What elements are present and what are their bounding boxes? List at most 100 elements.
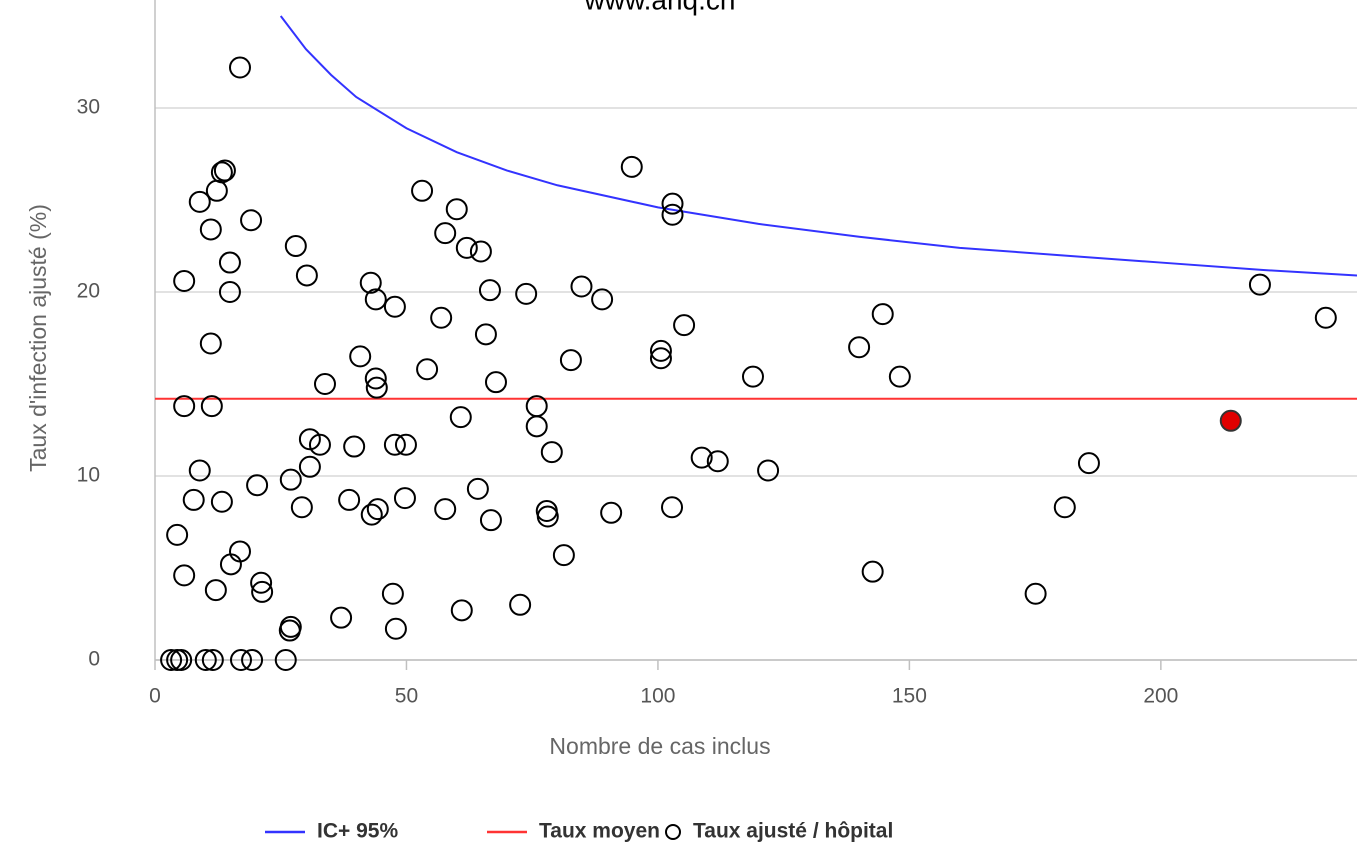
scatter-point bbox=[466, 477, 489, 500]
scatter-point bbox=[741, 365, 764, 388]
scatter-point bbox=[278, 619, 301, 642]
scatter-point bbox=[246, 474, 269, 497]
y-tick-label: 10 bbox=[77, 464, 100, 487]
scatter-point bbox=[290, 496, 313, 519]
chart-title: www.anq.ch bbox=[584, 0, 736, 15]
scatter-point bbox=[1077, 452, 1100, 475]
scatter-point bbox=[204, 579, 227, 602]
scatter-point bbox=[241, 649, 264, 671]
scatter-point bbox=[364, 367, 387, 390]
scatter-point bbox=[445, 198, 468, 221]
scatter-point bbox=[509, 593, 532, 616]
scatter-point bbox=[706, 450, 729, 473]
scatter-point bbox=[199, 332, 222, 355]
scatter-point bbox=[188, 190, 211, 213]
legend-item: Taux ajusté / hôpital bbox=[665, 820, 893, 843]
scatter-point bbox=[411, 179, 434, 202]
scatter-point bbox=[218, 281, 241, 303]
scatter-point bbox=[365, 376, 388, 399]
scatter-point bbox=[251, 580, 274, 603]
x-tick-label: 0 bbox=[149, 685, 161, 708]
scatter-point bbox=[188, 459, 211, 482]
scatter-point bbox=[1248, 273, 1271, 296]
legend-label: Taux moyen bbox=[539, 820, 660, 843]
scatter-point bbox=[200, 395, 223, 418]
scatter-point bbox=[308, 433, 331, 456]
scatter-point bbox=[173, 564, 196, 587]
legend-label: Taux ajusté / hôpital bbox=[693, 820, 893, 843]
scatter-point bbox=[201, 649, 224, 671]
y-tick-label: 0 bbox=[88, 648, 100, 671]
scatter-point bbox=[449, 406, 472, 429]
scatter-point bbox=[230, 649, 253, 671]
scatter-point bbox=[330, 606, 353, 629]
scatter-point bbox=[313, 373, 336, 395]
scatter-point bbox=[540, 441, 563, 464]
scatter-point bbox=[479, 509, 502, 532]
scatter-point bbox=[450, 599, 473, 622]
scatter-point bbox=[1314, 306, 1337, 329]
scatter-point bbox=[848, 336, 871, 359]
x-tick-label: 200 bbox=[1143, 685, 1178, 708]
scatter-point bbox=[1024, 582, 1047, 605]
scatter-point bbox=[366, 498, 389, 521]
scatter-point bbox=[430, 306, 453, 329]
scatter-point bbox=[861, 560, 884, 583]
scatter-point bbox=[338, 488, 361, 511]
scatter-point bbox=[484, 371, 507, 394]
scatter-point bbox=[228, 56, 251, 79]
scatter-point bbox=[170, 649, 193, 671]
scatter-point bbox=[219, 553, 242, 576]
legend-label: IC+ 95% bbox=[317, 820, 398, 843]
highlight-point bbox=[1219, 409, 1242, 432]
scatter-point bbox=[661, 203, 684, 226]
scatter-point bbox=[393, 487, 416, 510]
scatter-point bbox=[298, 428, 321, 451]
scatter-point bbox=[434, 498, 457, 521]
scatter-point bbox=[888, 365, 911, 388]
scatter-point bbox=[383, 433, 406, 456]
scatter-point bbox=[160, 649, 183, 671]
legend-item: IC+ 95% bbox=[265, 820, 398, 843]
scatter-point bbox=[384, 617, 407, 640]
legend-swatch bbox=[665, 824, 681, 840]
x-axis-title: Nombre de cas inclus bbox=[549, 733, 770, 759]
scatter-point bbox=[359, 271, 382, 294]
scatter-point bbox=[360, 503, 383, 526]
scatter-point bbox=[455, 236, 478, 259]
scatter-point bbox=[284, 235, 307, 257]
scatter-point bbox=[515, 282, 538, 305]
scatter-point bbox=[871, 303, 894, 326]
scatter-point bbox=[552, 544, 575, 567]
x-tick-label: 50 bbox=[395, 685, 418, 708]
scatter-point bbox=[199, 218, 222, 241]
scatter-point bbox=[298, 455, 321, 478]
scatter-point bbox=[673, 314, 696, 337]
scatter-point bbox=[240, 209, 263, 232]
scatter-point bbox=[194, 649, 217, 671]
scatter-point bbox=[364, 288, 387, 311]
scatter-point bbox=[661, 496, 684, 519]
scatter-point bbox=[349, 345, 372, 368]
scatter-point bbox=[383, 295, 406, 318]
scatter-point bbox=[416, 358, 439, 381]
scatter-point bbox=[559, 349, 582, 372]
scatter-point bbox=[478, 279, 501, 302]
scatter-point bbox=[600, 501, 623, 524]
scatter-point bbox=[274, 649, 297, 671]
scatter-point bbox=[210, 490, 233, 513]
y-tick-label: 30 bbox=[77, 96, 100, 119]
legend-item: Taux moyen bbox=[487, 820, 660, 843]
scatter-point bbox=[690, 446, 713, 469]
scatter-point bbox=[434, 222, 457, 245]
scatter-point bbox=[218, 251, 241, 274]
scatter-point bbox=[381, 582, 404, 605]
scatter-point bbox=[182, 488, 205, 511]
scatter-point bbox=[620, 155, 643, 178]
scatter-point bbox=[205, 179, 228, 202]
scatter-point bbox=[394, 433, 417, 456]
scatter-point bbox=[536, 505, 559, 528]
line-series bbox=[279, 15, 1357, 277]
y-tick-label: 20 bbox=[77, 280, 100, 303]
